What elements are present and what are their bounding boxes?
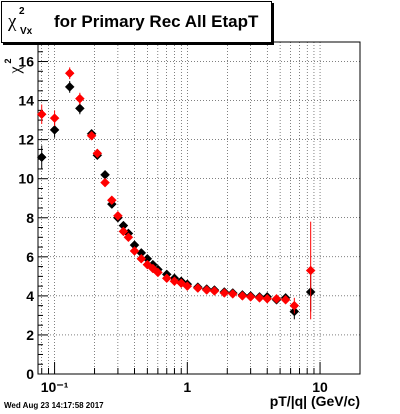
data-point-diamond (49, 125, 60, 135)
data-point-diamond (106, 195, 117, 206)
data-point-diamond (254, 292, 265, 303)
data-point-diamond (201, 285, 212, 295)
data-point-diamond (64, 68, 75, 79)
data-point-diamond (142, 259, 153, 270)
x-tick-label: 1 (183, 379, 191, 395)
data-point-diamond (161, 273, 172, 284)
data-point-diamond (209, 286, 220, 296)
data-point-diamond (219, 288, 230, 298)
data-point-diamond (118, 226, 129, 237)
x-tick-label: 10⁻¹ (41, 379, 69, 395)
data-point-diamond (136, 253, 147, 264)
y-tick-label: 6 (26, 249, 34, 265)
chart-title: χ 2 Vx for Primary Rec All EtapT (1, 1, 272, 43)
data-point-diamond (74, 93, 85, 104)
data-point-diamond (36, 109, 47, 120)
data-point-diamond (237, 291, 248, 301)
x-axis-label: pT/|q| (GeV/c) (270, 393, 360, 409)
title-superscript: 2 (19, 6, 25, 17)
data-point-diamond (153, 267, 163, 278)
data-point-diamond (262, 293, 273, 304)
grid-lines (38, 42, 361, 374)
data-point-diamond (123, 232, 134, 243)
y-axis-label-superscript: 2 (3, 58, 13, 63)
y-tick-label: 8 (26, 210, 34, 226)
tick-labels: 0 2 4 6 8 10 12 14 16 10⁻¹ 1 10 (18, 54, 328, 395)
y-axis-label-symbol: χ (7, 66, 24, 75)
data-point-diamond (182, 281, 193, 291)
y-tick-label: 0 (26, 366, 34, 382)
axis-ticks (38, 41, 361, 375)
data-point-diamond (92, 148, 103, 159)
y-tick-label: 16 (18, 54, 34, 70)
y-tick-label: 10 (18, 171, 34, 187)
title-chi-symbol: χ (8, 11, 17, 32)
plot-frame (37, 41, 361, 375)
y-tick-label: 12 (18, 132, 34, 148)
data-point-diamond (64, 82, 75, 92)
title-text: for Primary Rec All EtapT (54, 12, 259, 31)
y-tick-label: 2 (26, 327, 34, 343)
y-axis-label: χ 2 (3, 58, 24, 74)
data-point-diamond (74, 103, 85, 114)
title-subscript: Vx (20, 26, 33, 37)
data-point-diamond (192, 283, 203, 293)
data-point-diamond (129, 246, 140, 256)
data-point-diamond (36, 152, 47, 163)
timestamp-footer: Wed Aug 23 14:17:58 2017 (4, 401, 104, 410)
data-point-diamond (49, 113, 60, 124)
y-tick-label: 4 (26, 288, 34, 304)
data-point-diamond (280, 294, 291, 305)
y-tick-label: 14 (18, 93, 34, 109)
data-point-diamond (113, 210, 123, 221)
data-points (36, 67, 316, 320)
data-point-diamond (245, 292, 256, 302)
data-point-diamond (227, 289, 238, 299)
data-point-diamond (271, 293, 282, 304)
data-point-diamond (305, 265, 316, 276)
x-tick-label: 10 (312, 379, 328, 395)
data-point-diamond (86, 130, 97, 141)
data-point-diamond (100, 177, 110, 188)
data-point-diamond (289, 300, 300, 311)
